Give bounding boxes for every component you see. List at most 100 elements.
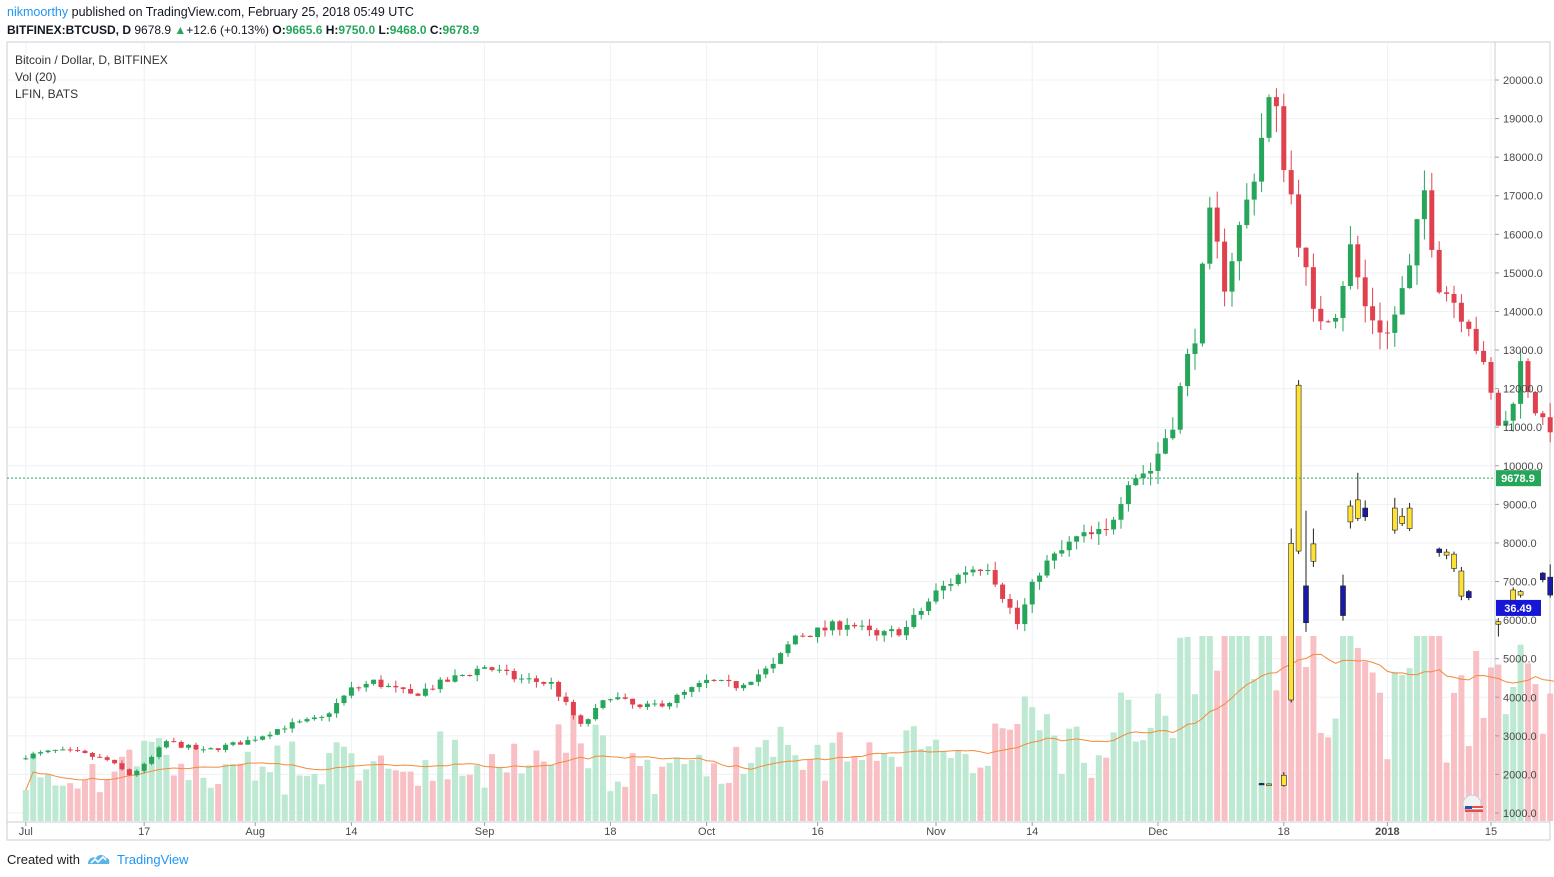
btc-candle xyxy=(1029,581,1035,605)
btc-candle xyxy=(1281,106,1287,171)
btc-candle xyxy=(1384,332,1390,334)
volume-bar xyxy=(1132,741,1139,821)
x-tick-label: Dec xyxy=(1148,826,1168,838)
lfin-candle xyxy=(1406,507,1413,529)
btc-candle xyxy=(526,678,532,680)
symbol-label: BITFINEX:BTCUSD, D xyxy=(7,23,131,37)
volume-bar xyxy=(1155,693,1161,821)
btc-candle xyxy=(741,684,747,689)
btc-candle xyxy=(585,719,591,724)
btc-candle xyxy=(800,635,806,637)
btc-candle xyxy=(430,688,436,690)
lfin-candle xyxy=(1517,591,1524,596)
btc-candle xyxy=(1488,362,1494,393)
volume-bar xyxy=(1162,715,1169,821)
btc-candle xyxy=(1103,529,1109,531)
volume-bar xyxy=(585,768,592,821)
btc-candle xyxy=(1407,265,1413,289)
volume-bar xyxy=(259,766,266,821)
btc-candle xyxy=(1111,519,1117,530)
btc-candles xyxy=(23,88,1553,777)
btc-candle xyxy=(237,742,243,745)
btc-candle xyxy=(215,748,221,751)
btc-candle xyxy=(334,703,340,714)
lfin-candle xyxy=(1340,585,1346,616)
btc-candle xyxy=(533,678,539,682)
main-series-legend[interactable]: Bitcoin / Dollar, D, BITFINEX xyxy=(15,53,168,67)
btc-candle xyxy=(1162,438,1168,454)
author-link[interactable]: nikmoorthy xyxy=(7,5,69,19)
btc-candle xyxy=(408,688,414,694)
up-arrow-icon: ▲ xyxy=(174,23,187,37)
btc-candle xyxy=(1444,292,1450,294)
btc-candle xyxy=(496,669,502,671)
volume-bar xyxy=(289,741,296,821)
btc-candle xyxy=(881,631,887,636)
btc-candle xyxy=(1222,241,1228,292)
volume-bar xyxy=(1103,757,1110,821)
volume-bar xyxy=(1095,755,1102,821)
btc-candle xyxy=(1081,532,1087,537)
x-tick-label: Nov xyxy=(926,826,946,838)
btc-candle xyxy=(689,687,695,692)
volume-bar xyxy=(607,791,614,821)
volume-bar xyxy=(52,785,59,821)
lfin-price-tag-label: 36.49 xyxy=(1504,603,1532,615)
volume-bar xyxy=(881,753,888,821)
btc-candle xyxy=(1022,604,1028,625)
btc-candle xyxy=(1547,417,1553,433)
btc-candle xyxy=(1244,199,1250,226)
btc-candle xyxy=(733,681,739,689)
volume-bar xyxy=(1266,636,1272,821)
btc-candle xyxy=(1296,194,1302,248)
volume-bar xyxy=(244,751,251,821)
btc-candle xyxy=(38,752,44,754)
volume-bar xyxy=(748,762,754,821)
volume-legend[interactable]: Vol (20) xyxy=(15,70,57,84)
price-axis-labels: 1000.0 2000.0 3000.0 4000.0 5000.0 6000.0 7000… xyxy=(1495,75,1543,820)
volume-bar xyxy=(1066,728,1073,821)
btc-candle xyxy=(519,678,525,680)
y-tick-label: 16000.0 xyxy=(1503,229,1543,241)
volume-bar xyxy=(156,738,162,821)
btc-candle xyxy=(437,679,443,690)
btc-candle xyxy=(1473,328,1479,351)
volume-bar xyxy=(859,759,865,821)
volume-bar xyxy=(207,787,214,821)
btc-candle xyxy=(1510,403,1516,421)
volume-bar xyxy=(1517,644,1524,821)
y-tick-label: 11000.0 xyxy=(1503,422,1542,434)
y-tick-label: 1000.0 xyxy=(1503,808,1537,820)
volume-bar xyxy=(1229,636,1235,821)
btc-candle xyxy=(866,625,872,631)
btc-candle xyxy=(1436,249,1442,293)
btc-candle xyxy=(363,683,369,688)
lfin-candle xyxy=(1281,774,1287,786)
btc-candle xyxy=(1051,553,1057,561)
volume-bar xyxy=(1465,745,1472,821)
volume-bar xyxy=(1436,636,1443,821)
x-tick-label: 14 xyxy=(1026,826,1038,838)
volume-bar xyxy=(1192,694,1198,821)
tradingview-link[interactable]: TradingView xyxy=(117,852,189,867)
lfin-price-tag xyxy=(1496,599,1541,616)
tradingview-logo-icon[interactable] xyxy=(86,851,110,867)
btc-candle xyxy=(319,716,325,718)
btc-candle xyxy=(304,719,310,722)
overlay-legend[interactable]: LFIN, BATS xyxy=(15,87,79,101)
volume-bar xyxy=(1399,675,1406,821)
volume-bar xyxy=(674,757,680,821)
volume-bar xyxy=(1325,737,1332,821)
btc-candle xyxy=(504,669,510,671)
volume-bar xyxy=(688,760,695,821)
btc-candle xyxy=(112,759,118,764)
volume-bar xyxy=(126,749,133,821)
btc-candle xyxy=(467,675,473,677)
volume-bar xyxy=(392,770,399,821)
btc-candle xyxy=(1236,225,1242,262)
lfin-candle xyxy=(1355,499,1361,519)
btc-candle xyxy=(859,625,865,627)
btc-candle xyxy=(326,713,332,717)
btc-candle xyxy=(1251,181,1257,200)
